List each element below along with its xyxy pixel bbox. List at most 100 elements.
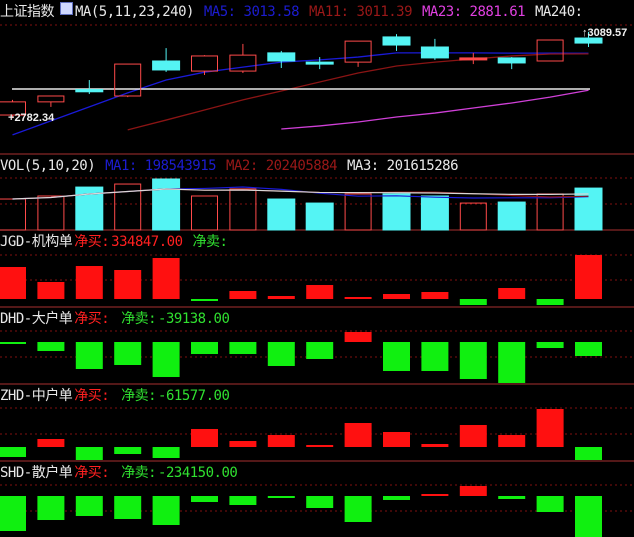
dhd-bar xyxy=(267,342,295,366)
dhd-bar xyxy=(536,342,564,349)
jgd-bar xyxy=(267,296,295,299)
high-price-value: 3089.57 xyxy=(587,27,628,39)
shd-bar xyxy=(498,496,526,499)
dhd-bar xyxy=(498,342,526,383)
jgd-bar xyxy=(0,267,26,299)
candle-body xyxy=(114,63,142,97)
jgd-bar xyxy=(536,299,564,306)
zhd-bar xyxy=(575,447,602,460)
shd-bar xyxy=(421,494,449,496)
dhd-bar xyxy=(37,342,65,352)
volume-bar xyxy=(191,195,218,231)
candle xyxy=(382,34,411,51)
jgd-bar xyxy=(306,285,334,299)
vol-ma3: MA3: 201615286 xyxy=(347,158,459,174)
panel-name: JGD-机构单 xyxy=(0,234,73,250)
candle-body xyxy=(267,52,296,62)
volume-bar xyxy=(420,195,449,231)
dhd-bar xyxy=(191,342,218,355)
volume-bar xyxy=(305,202,334,231)
net-buy-value: 334847.00 xyxy=(111,234,183,250)
candle xyxy=(305,57,334,70)
candle xyxy=(191,55,218,75)
shd-bar xyxy=(37,496,65,521)
low-price-value: 2782.34 xyxy=(14,112,55,124)
vol-ma1: MA1: 198543915 xyxy=(105,158,217,174)
net-sell-label: 净卖: xyxy=(121,311,157,327)
volume-bar xyxy=(37,195,65,231)
volume-bar xyxy=(344,193,372,231)
jgd-bar xyxy=(37,281,65,299)
candle xyxy=(459,52,488,65)
candle-body xyxy=(536,39,564,62)
net-buy-label: 净买: xyxy=(74,234,110,250)
jgd-bar xyxy=(344,297,372,299)
net-sell-value: -39138.00 xyxy=(158,311,230,327)
zhd-bar xyxy=(0,447,26,458)
candle-body xyxy=(305,61,334,65)
shd-bar xyxy=(0,496,26,532)
candle-body xyxy=(574,37,603,44)
shd-bar xyxy=(229,496,257,506)
volume-bar xyxy=(267,198,296,231)
vol-ma2: MA2: 202405884 xyxy=(226,158,338,174)
dhd-bar xyxy=(306,342,334,359)
candle-body xyxy=(191,55,218,72)
candle xyxy=(344,40,372,67)
shd-bar xyxy=(459,486,487,496)
net-buy-label: 净买: xyxy=(74,465,110,481)
zhd-bar xyxy=(536,409,564,447)
dhd-bar xyxy=(421,342,449,372)
volume-bar xyxy=(382,193,411,231)
volume-bar xyxy=(536,193,564,231)
candle-body xyxy=(229,54,257,72)
candle xyxy=(229,43,257,74)
candle-body xyxy=(420,46,449,59)
net-sell-value: -61577.00 xyxy=(158,388,230,404)
zhd-bar xyxy=(459,425,487,447)
dhd-bar xyxy=(75,342,103,370)
candle xyxy=(0,99,26,119)
zhd-bar xyxy=(229,441,257,447)
dhd-bar xyxy=(0,342,26,344)
zhd-bar xyxy=(37,438,65,447)
shd-bar xyxy=(75,496,103,516)
price-panel xyxy=(0,31,603,136)
dhd-bar xyxy=(229,342,257,355)
chart-settings-icon[interactable] xyxy=(60,2,73,15)
jgd-bar xyxy=(152,258,180,299)
high-price-label: ↑3089.57 xyxy=(582,27,628,39)
jgd-header: JGD-机构单 净买: 334847.00 净卖: xyxy=(0,233,231,251)
jgd-bar xyxy=(191,299,218,301)
zhd-bar xyxy=(383,431,410,447)
volume-bar xyxy=(229,188,257,231)
dhd-bar xyxy=(344,331,372,342)
shd-bar xyxy=(575,496,602,537)
vol-header: VOL(5,10,20) MA1: 198543915 MA2: 2024058… xyxy=(0,157,460,175)
candle xyxy=(267,50,296,68)
ma-line-ma11 xyxy=(127,53,589,131)
dhd-bar xyxy=(114,342,142,365)
zhd-bar xyxy=(152,447,180,458)
jgd-bar xyxy=(421,291,449,299)
net-sell-label: 净卖: xyxy=(121,465,157,481)
candle xyxy=(75,80,104,95)
index-title: 上证指数 xyxy=(0,4,55,20)
net-buy-label: 净买: xyxy=(74,311,110,327)
zhd-bar xyxy=(306,444,334,447)
dhd-bar xyxy=(383,342,410,372)
shd-bar xyxy=(114,496,142,520)
ma23-value: MA23: 2881.61 xyxy=(421,4,526,20)
jgd-bar xyxy=(114,269,142,299)
net-sell-label: 净卖: xyxy=(192,234,228,250)
panel-name: DHD-大户单 xyxy=(0,311,73,327)
net-buy-label: 净买: xyxy=(74,388,110,404)
ma11-value: MA11: 3011.39 xyxy=(308,4,413,20)
shd-bar xyxy=(536,496,564,513)
zhd-bar xyxy=(114,447,142,455)
shd-header: SHD-散户单 净买: 净卖: -234150.00 xyxy=(0,464,239,482)
ma-params: MA(5,11,23,240) xyxy=(75,4,194,20)
candle-body xyxy=(497,57,526,64)
